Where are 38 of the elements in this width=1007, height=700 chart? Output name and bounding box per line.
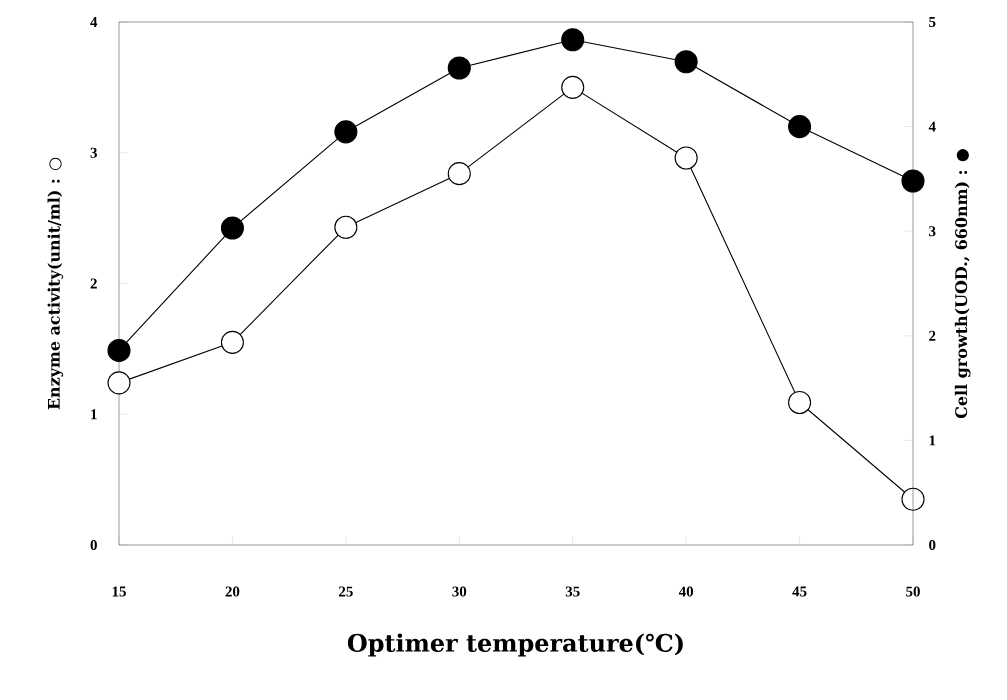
point <box>788 115 812 139</box>
x-tick-label: 50 <box>906 586 920 597</box>
y2-tick-label: 1 <box>929 435 936 446</box>
y-tick-label: 2 <box>90 278 97 289</box>
y2-tick-label: 2 <box>929 330 936 341</box>
y2-tick-label: 0 <box>929 539 936 551</box>
point <box>561 28 585 52</box>
point <box>220 216 244 240</box>
point <box>788 390 812 415</box>
point <box>107 371 131 395</box>
y-axis-title: Enzyme activity(unit/ml) : ○ <box>47 157 64 410</box>
point <box>901 169 925 193</box>
y2-tick-label: 5 <box>929 17 936 27</box>
point <box>334 120 358 144</box>
x-tick-label: 40 <box>678 586 694 597</box>
y-tick-label: 1 <box>91 409 97 420</box>
x-tick-label: 20 <box>225 586 240 597</box>
point <box>334 215 358 239</box>
y2-tick-label: 3 <box>929 226 936 237</box>
point <box>220 330 244 354</box>
x-tick-label: 15 <box>112 586 126 597</box>
point <box>674 50 698 74</box>
x-axis-title: Optimer temperature(℃) <box>347 633 683 657</box>
x-tick-label: 30 <box>452 586 467 597</box>
point <box>674 146 698 170</box>
y-tick-label: 4 <box>90 17 98 27</box>
x-tick-label: 25 <box>339 586 353 597</box>
y2-tick-label: 4 <box>928 121 936 132</box>
point <box>447 56 471 80</box>
y-tick-label: 0 <box>90 539 97 551</box>
x-tick-label: 35 <box>565 586 580 597</box>
point <box>901 487 925 511</box>
point <box>561 75 585 99</box>
y-tick-label: 3 <box>90 147 97 158</box>
point <box>107 338 131 362</box>
point <box>447 162 471 186</box>
y2-axis-title: Cell growth(UOD., 660nm) : ● <box>954 149 971 419</box>
x-tick-label: 45 <box>792 586 807 597</box>
